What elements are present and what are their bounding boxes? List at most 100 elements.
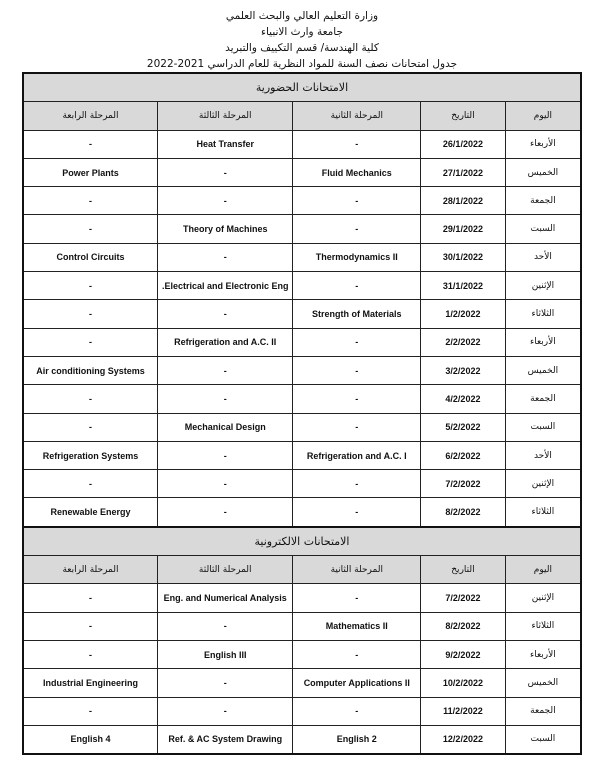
table-row: الثلاثاء 8/2/2022 Mathematics II - - [22, 611, 582, 641]
cell-stage-3: Refrigeration and A.C. II [156, 327, 294, 357]
cell-stage-3: Theory of Machines [156, 214, 294, 244]
cell-date: 4/2/2022 [420, 384, 506, 414]
cell-stage-2: English 2 [292, 724, 422, 755]
cell-day: الخميس [504, 355, 582, 386]
cell-stage-2: - [292, 384, 422, 414]
table-row: الإثنين 31/1/2022- Electrical and Electron… [22, 271, 582, 301]
table-row: الجمعة 28/1/2022- - - [22, 186, 582, 216]
column-header-stage-2: المرحلة الثانية [292, 101, 422, 131]
cell-stage-3: - [156, 469, 294, 499]
cell-day: الإثنين [504, 271, 582, 301]
cell-stage-4: - [22, 129, 158, 159]
cell-day: السبت [504, 724, 582, 755]
cell-stage-2: Computer Applications II [292, 668, 422, 698]
cell-date: 9/2/2022 [420, 639, 506, 670]
university-line: جامعة وارث الانبياء [261, 26, 343, 38]
cell-date: 8/2/2022 [420, 611, 506, 641]
cell-stage-2: Refrigeration and A.C. I [292, 440, 422, 471]
table-row: الأحد 30/1/2022 Thermodynamics II - Control … [22, 242, 582, 273]
cell-date: 5/2/2022 [420, 412, 506, 442]
cell-date: 1/2/2022 [420, 299, 506, 329]
cell-stage-3: Heat Transfer [156, 129, 294, 159]
cell-date: 26/1/2022 [420, 129, 506, 159]
cell-stage-2: - [292, 214, 422, 244]
cell-stage-2: - [292, 327, 422, 357]
cell-day: الأحد [504, 242, 582, 273]
table-row: الثلاثاء 8/2/2022- - Renewable Energy [22, 497, 582, 528]
cell-stage-2: - [292, 639, 422, 670]
cell-stage-4: Refrigeration Systems [22, 440, 158, 471]
cell-stage-4: Power Plants [22, 157, 158, 188]
cell-stage-4: - [22, 299, 158, 329]
cell-stage-3: - [156, 384, 294, 414]
cell-stage-3: - [156, 696, 294, 726]
table-row: الخميس 10/2/2022 Computer Applications II -… [22, 668, 582, 698]
cell-stage-3: Eng. and Numerical Analysis [156, 583, 294, 613]
table-row: السبت 5/2/2022- Mechanical Design - [22, 412, 582, 442]
cell-stage-3: Mechanical Design [156, 412, 294, 442]
cell-day: الثلاثاء [504, 299, 582, 329]
cell-stage-4: - [22, 583, 158, 613]
column-header-row: اليوم التاريخ المرحلة الثانية المرحلة الثال… [22, 555, 582, 585]
table-row: الجمعة 4/2/2022- - - [22, 384, 582, 414]
column-header-date: التاريخ [420, 101, 506, 131]
section-title: الامتحانات الالكترونية [22, 525, 582, 557]
cell-stage-2: - [292, 696, 422, 726]
column-header-day: اليوم [504, 101, 582, 131]
cell-stage-3: - [156, 440, 294, 471]
cell-stage-3: English III [156, 639, 294, 670]
cell-stage-2: - [292, 497, 422, 528]
section-title: الامتحانات الحضورية [22, 72, 582, 103]
cell-day: الأربعاء [504, 327, 582, 357]
cell-date: 2/2/2022 [420, 327, 506, 357]
cell-stage-3: - [156, 355, 294, 386]
cell-stage-3: - [156, 668, 294, 698]
column-header-date: التاريخ [420, 555, 506, 585]
cell-date: 7/2/2022 [420, 583, 506, 613]
cell-day: الثلاثاء [504, 497, 582, 528]
table-row: الإثنين 7/2/2022- - - [22, 469, 582, 499]
cell-day: الجمعة [504, 186, 582, 216]
cell-date: 28/1/2022 [420, 186, 506, 216]
cell-day: الجمعة [504, 696, 582, 726]
cell-date: 29/1/2022 [420, 214, 506, 244]
cell-date: 8/2/2022 [420, 497, 506, 528]
cell-stage-2: - [292, 583, 422, 613]
table-row: السبت 12/2/2022 English 2 Ref. & AC System … [22, 724, 582, 755]
column-header-stage-3: المرحلة الثالثة [156, 555, 294, 585]
cell-stage-3: Ref. & AC System Drawing [156, 724, 294, 755]
section-title-row: الامتحانات الحضورية [22, 72, 582, 103]
table-row: الأربعاء 9/2/2022- English III - [22, 639, 582, 670]
cell-date: 11/2/2022 [420, 696, 506, 726]
cell-day: الإثنين [504, 583, 582, 613]
cell-stage-4: - [22, 214, 158, 244]
table-row: الأربعاء 26/1/2022- Heat Transfer - [22, 129, 582, 159]
table-row: الخميس 3/2/2022- - Air conditioning Systems [22, 355, 582, 386]
cell-date: 10/2/2022 [420, 668, 506, 698]
table-row: السبت 29/1/2022- Theory of Machines - [22, 214, 582, 244]
cell-stage-3: - [156, 186, 294, 216]
cell-date: 27/1/2022 [420, 157, 506, 188]
cell-date: 12/2/2022 [420, 724, 506, 755]
cell-stage-3: - [156, 242, 294, 273]
college-line: كلية الهندسة/ قسم التكييف والتبريد [225, 42, 379, 54]
exam-schedule-table: الامتحانات الحضورية اليوم التاريخ المرحلة ا… [22, 72, 582, 756]
column-header-stage-4: المرحلة الرابعة [22, 101, 158, 131]
column-header-stage-2: المرحلة الثانية [292, 555, 422, 585]
cell-stage-2: Mathematics II [292, 611, 422, 641]
cell-day: الجمعة [504, 384, 582, 414]
cell-date: 31/1/2022 [420, 271, 506, 301]
cell-day: الثلاثاء [504, 611, 582, 641]
cell-day: الإثنين [504, 469, 582, 499]
cell-stage-2: Fluid Mechanics [292, 157, 422, 188]
cell-stage-3: - [156, 611, 294, 641]
cell-stage-4: English 4 [22, 724, 158, 755]
cell-day: الخميس [504, 668, 582, 698]
cell-stage-2: - [292, 355, 422, 386]
cell-stage-2: - [292, 129, 422, 159]
table-row: الجمعة 11/2/2022- - - [22, 696, 582, 726]
cell-stage-3: - [156, 157, 294, 188]
cell-date: 3/2/2022 [420, 355, 506, 386]
cell-stage-4: - [22, 611, 158, 641]
document-header: وزارة التعليم العالي والبحث العلمي جامعة… [0, 8, 604, 72]
